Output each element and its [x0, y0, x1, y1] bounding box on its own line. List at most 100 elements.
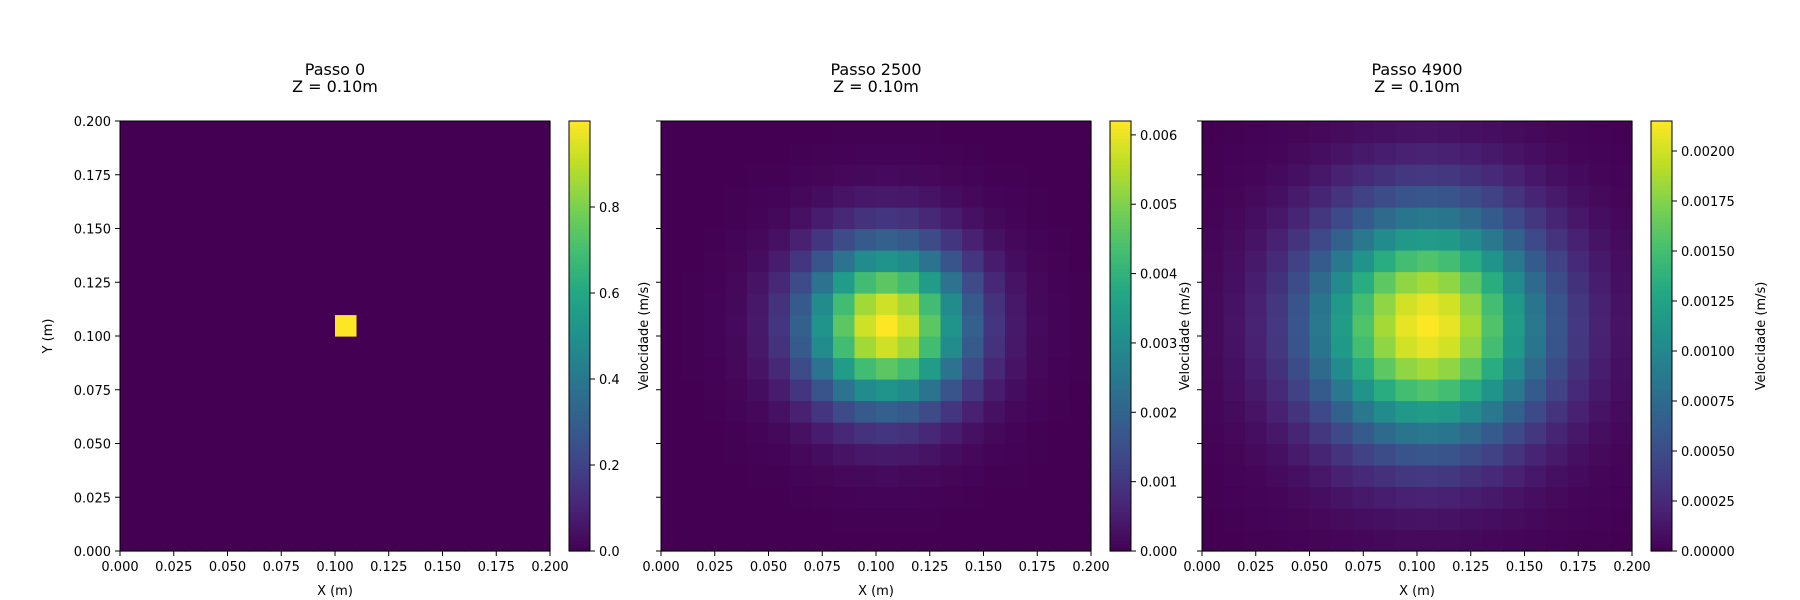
heatmap-cell — [163, 228, 186, 251]
heatmap-cell — [790, 465, 813, 488]
heatmap-cell — [442, 271, 465, 294]
heatmap-cell — [833, 508, 856, 531]
heatmap-cell — [940, 443, 963, 466]
heatmap-cell — [292, 228, 315, 251]
colorbar-segment — [569, 196, 590, 201]
heatmap-cell — [897, 164, 920, 187]
heatmap-cell — [876, 228, 899, 251]
heatmap-cell — [704, 379, 727, 402]
heatmap-cell — [507, 185, 530, 208]
heatmap-cell — [1567, 250, 1590, 273]
heatmap-cell — [1481, 465, 1504, 488]
heatmap-cell — [1374, 486, 1397, 509]
heatmap-cell — [1331, 422, 1354, 445]
colorbar-segment — [1651, 482, 1672, 488]
heatmap-cell — [704, 508, 727, 531]
heatmap-cell — [704, 529, 727, 552]
heatmap-cell — [1352, 185, 1375, 208]
heatmap-cell — [249, 271, 272, 294]
heatmap-cell — [464, 336, 487, 359]
heatmap-cell — [1524, 486, 1547, 509]
heatmap-cell — [768, 228, 791, 251]
heatmap-cell — [1438, 508, 1461, 531]
heatmap-cell — [1245, 400, 1268, 423]
colorbar-segment — [1110, 131, 1131, 136]
heatmap-cell — [725, 250, 748, 273]
heatmap-cell — [1026, 250, 1049, 273]
colorbar-segment — [1110, 121, 1131, 126]
heatmap-cell — [1069, 400, 1092, 423]
heatmap-cell — [421, 379, 444, 402]
colorbar-segment — [1651, 318, 1672, 323]
heatmap-cell — [1589, 486, 1612, 509]
heatmap-cell — [270, 314, 293, 337]
heatmap-cell — [313, 465, 336, 488]
colorbar-segment — [1651, 164, 1672, 169]
x-tick-label: 0.150 — [1506, 560, 1543, 575]
heatmap-cell — [1481, 271, 1504, 294]
colorbar-segment — [1110, 364, 1131, 369]
heatmap-cell — [356, 443, 379, 466]
heatmap-cell — [1331, 250, 1354, 273]
heatmap-cell — [1438, 443, 1461, 466]
y-tick-label: 0.150 — [74, 223, 111, 238]
heatmap-cell — [227, 293, 250, 316]
heatmap-cell — [661, 228, 684, 251]
heatmap-cell — [1546, 228, 1569, 251]
heatmap-cell — [1395, 508, 1418, 531]
heatmap-cell — [661, 293, 684, 316]
heatmap-cell — [1524, 293, 1547, 316]
heatmap-cell — [1288, 508, 1311, 531]
colorbar-segment — [569, 389, 590, 394]
heatmap-cell — [270, 142, 293, 165]
colorbar-segment — [1110, 321, 1131, 326]
heatmap-cell — [1503, 379, 1526, 402]
heatmap-cell — [1005, 271, 1028, 294]
heatmap-cell — [1352, 250, 1375, 273]
heatmap-cell — [1589, 142, 1612, 165]
heatmap-cell — [356, 379, 379, 402]
colorbar-segment — [569, 131, 590, 136]
heatmap-cell — [206, 228, 229, 251]
heatmap-cell — [1026, 121, 1049, 144]
heatmap-cell — [1069, 250, 1092, 273]
heatmap-cell — [507, 293, 530, 316]
colorbar-segment — [569, 246, 590, 251]
heatmap-cell — [747, 422, 770, 445]
heatmap-cell — [1202, 422, 1225, 445]
colorbar-segment — [1651, 271, 1672, 276]
y-tick-label: 0.000 — [74, 545, 111, 560]
colorbar-segment — [569, 300, 590, 305]
heatmap-cell — [1309, 422, 1332, 445]
heatmap-cell — [163, 422, 186, 445]
heatmap-cell — [1524, 250, 1547, 273]
heatmap-cell — [507, 508, 530, 531]
heatmap-cell — [163, 379, 186, 402]
heatmap-cell — [983, 293, 1006, 316]
heatmap-cell — [1610, 400, 1633, 423]
heatmap-cell — [983, 228, 1006, 251]
heatmap-cell — [1331, 228, 1354, 251]
heatmap-cell — [768, 529, 791, 552]
heatmap-cell — [1026, 164, 1049, 187]
heatmap-cell — [747, 336, 770, 359]
colorbar-segment — [569, 343, 590, 348]
colorbar-segment — [1651, 267, 1672, 273]
heatmap-cell — [399, 336, 422, 359]
colorbar-segment — [569, 250, 590, 255]
heatmap-cell — [833, 465, 856, 488]
heatmap-cell — [1503, 422, 1526, 445]
heatmap-cell — [1331, 379, 1354, 402]
heatmap-cell — [1202, 529, 1225, 552]
heatmap-cell — [1245, 314, 1268, 337]
heatmap-cell — [1610, 207, 1633, 230]
heatmap-cell — [206, 357, 229, 380]
heatmap-cell — [1048, 486, 1071, 509]
heatmap-cell — [962, 336, 985, 359]
heatmap-cell — [1438, 379, 1461, 402]
colorbar-tick-label: 0.00175 — [1681, 195, 1735, 210]
heatmap-cell — [768, 142, 791, 165]
colorbar-segment — [1651, 336, 1672, 341]
heatmap-cell — [313, 314, 336, 337]
heatmap-cell — [120, 185, 143, 208]
